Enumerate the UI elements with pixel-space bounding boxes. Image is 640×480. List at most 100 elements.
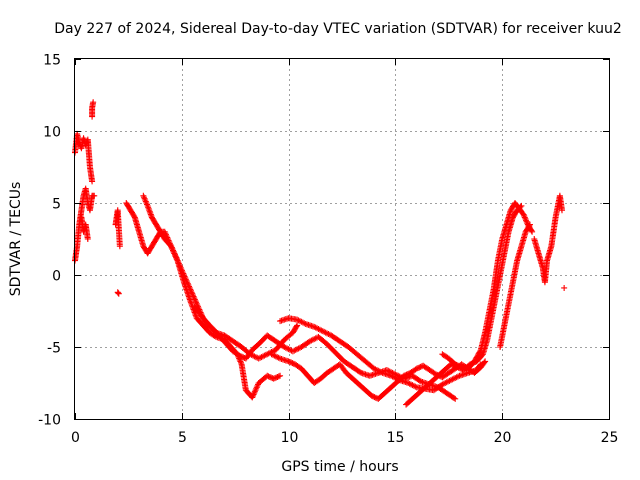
data-point [168, 244, 175, 251]
data-point [392, 374, 399, 381]
data-point [295, 345, 302, 352]
data-point [368, 392, 375, 399]
data-point [131, 213, 138, 220]
data-point [415, 365, 422, 372]
data-point [442, 380, 449, 386]
data-point [182, 274, 189, 281]
data-point [453, 374, 460, 381]
data-point [373, 367, 380, 374]
data-point [449, 376, 456, 383]
plot-frame [74, 58, 610, 420]
data-point [252, 354, 259, 361]
axis-ticks [75, 59, 610, 420]
data-point [265, 350, 272, 357]
data-point [408, 381, 415, 388]
data-point [477, 361, 484, 368]
series-track-4 [112, 207, 123, 250]
data-point [378, 369, 385, 376]
data-point [314, 325, 321, 332]
data-point [523, 218, 530, 225]
data-point [173, 254, 180, 261]
data-point [431, 370, 438, 377]
data-point [254, 382, 261, 389]
data-point [183, 277, 190, 284]
data-point [409, 382, 416, 389]
data-point [472, 355, 479, 362]
data-point [295, 317, 302, 324]
data-point [450, 395, 457, 402]
data-point [251, 390, 258, 397]
y-tick-label: 10 [43, 125, 61, 141]
y-tick-label: 5 [52, 197, 61, 213]
data-point [372, 366, 379, 373]
data-point [286, 358, 293, 365]
data-point [188, 289, 195, 296]
data-point [371, 365, 378, 372]
data-point [393, 375, 400, 382]
data-point [193, 299, 200, 306]
data-point [262, 351, 269, 358]
data-point [264, 372, 271, 379]
data-point [175, 259, 182, 266]
data-point [177, 264, 184, 271]
data-point [288, 359, 295, 366]
data-point [375, 367, 382, 374]
x-tick-label: 0 [71, 430, 80, 446]
data-point [182, 276, 189, 283]
data-point [173, 256, 180, 263]
data-point [265, 373, 272, 380]
data-point [181, 273, 188, 280]
data-point [284, 345, 291, 352]
data-point [322, 329, 329, 336]
data-point [452, 374, 459, 381]
data-point [289, 360, 296, 367]
series-track-3 [78, 214, 91, 242]
data-point [455, 373, 462, 380]
data-point [299, 319, 306, 326]
data-point [298, 318, 305, 325]
series-burst-1 [89, 99, 97, 120]
data-point [291, 347, 298, 354]
data-point [236, 352, 243, 359]
data-point [406, 370, 413, 377]
data-point [412, 366, 419, 373]
data-point [115, 290, 122, 297]
data-point [370, 393, 377, 400]
data-point [474, 352, 481, 358]
data-point [325, 331, 332, 338]
data-point [170, 248, 177, 255]
series-outlier-2 [561, 284, 568, 291]
data-point [526, 222, 533, 229]
data-point [91, 192, 98, 199]
data-point [285, 358, 292, 365]
data-point [180, 270, 187, 277]
x-tick-label: 10 [281, 430, 299, 446]
data-point [271, 352, 278, 359]
data-point [168, 243, 175, 250]
data-point [277, 372, 284, 379]
data-point [252, 387, 259, 394]
data-point [177, 263, 184, 270]
data-point [526, 221, 533, 228]
data-point [268, 351, 275, 358]
data-point [281, 344, 288, 350]
data-point [142, 197, 149, 204]
x-tick-labels: 0 5 10 15 20 25 [71, 430, 618, 446]
data-point [175, 260, 182, 267]
data-point [249, 394, 256, 401]
data-point [189, 290, 196, 297]
data-point [306, 338, 313, 345]
data-point [472, 357, 479, 364]
data-point [290, 360, 297, 367]
data-point [296, 318, 303, 325]
data-point [301, 320, 308, 327]
data-point [269, 351, 276, 358]
data-point [390, 374, 397, 381]
data-point [324, 330, 331, 337]
data-point [259, 353, 266, 360]
data-point [357, 369, 364, 376]
data-point [237, 353, 244, 360]
data-point [261, 352, 268, 359]
data-point [174, 257, 181, 264]
